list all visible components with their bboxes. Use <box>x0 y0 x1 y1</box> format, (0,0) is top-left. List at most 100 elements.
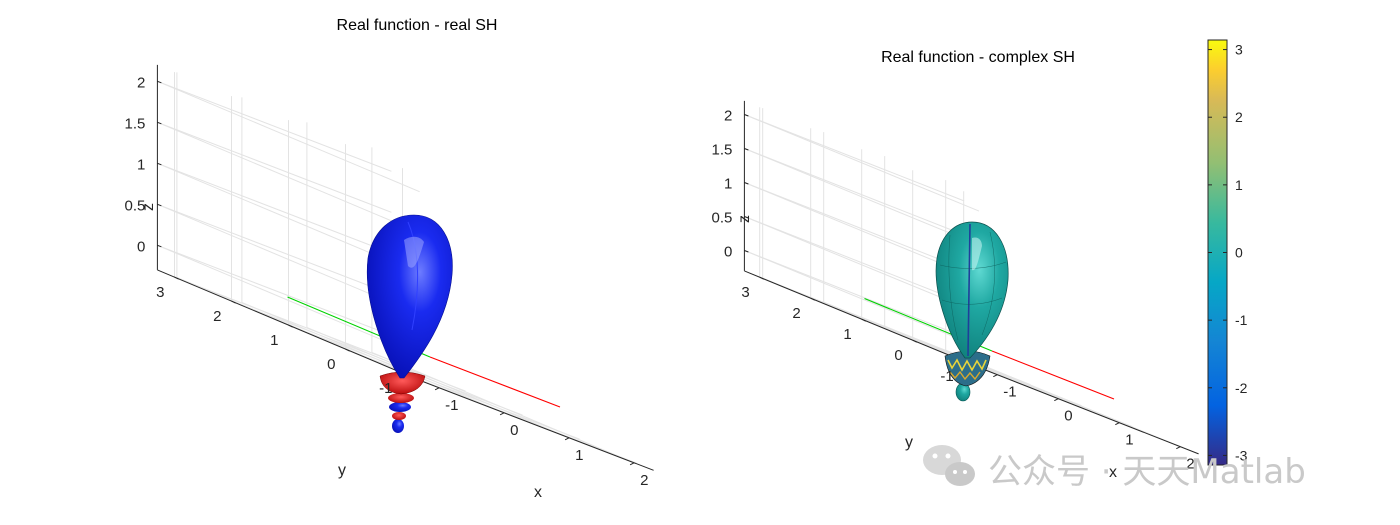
z-tick-label: 2 <box>724 108 732 125</box>
grid-line <box>744 250 965 338</box>
colorbar-tick-label: -2 <box>1235 380 1248 396</box>
z-tick <box>744 250 749 253</box>
grid-line <box>402 372 637 464</box>
watermark: 公众号 · 天天Matlab <box>923 445 1306 492</box>
x-tick-label: 0 <box>1064 408 1072 425</box>
grid-line <box>744 114 965 202</box>
grid-line <box>157 203 392 295</box>
grid-line <box>157 244 392 336</box>
colorbar-ticks: -3 -2 -1 0 1 2 3 <box>1208 42 1248 463</box>
sh-surface <box>366 214 453 433</box>
x-tick-label: 1 <box>1125 432 1133 449</box>
x-tick <box>499 412 505 416</box>
y-tick <box>810 297 815 301</box>
y-axis-label: y <box>905 434 913 451</box>
surface-meridian <box>407 221 419 331</box>
z-tick <box>744 216 749 219</box>
grid-line <box>157 121 420 234</box>
grid-line <box>744 114 980 212</box>
lower-blue-lobe-2 <box>389 402 411 412</box>
y-axis-line <box>157 269 420 381</box>
axis-lines <box>156 64 654 471</box>
y-tick-label: 0 <box>894 347 902 364</box>
y-tick <box>174 276 179 280</box>
y-tick <box>345 348 350 352</box>
z-tick-label: 0 <box>137 238 145 255</box>
z-tick-label: 1 <box>724 176 732 193</box>
z-tick <box>744 148 749 151</box>
lower-red-lobe-3 <box>392 412 406 420</box>
chart-title: Real function - complex SH <box>881 49 1075 66</box>
z-tick-label: 1 <box>137 156 145 173</box>
grid-line <box>157 162 392 254</box>
phase-ring-orange <box>949 370 981 381</box>
specular-highlight <box>404 236 424 268</box>
x-tick <box>1115 422 1120 426</box>
x-tick <box>629 462 635 466</box>
colorbar-tick-label: 0 <box>1235 245 1243 261</box>
z-tick <box>744 114 749 117</box>
surface-mesh <box>939 231 1007 341</box>
lower-red-lobe-1 <box>388 393 414 403</box>
colorbar: -3 -2 -1 0 1 2 3 <box>1207 39 1248 466</box>
y-axis-label: y <box>338 462 346 479</box>
z-tick-label: 0 <box>724 244 732 261</box>
x-axis-label: x <box>534 484 542 501</box>
phase-ring-yellow <box>947 358 987 372</box>
y-tick-label: 3 <box>741 284 749 301</box>
x-tick <box>1054 398 1059 402</box>
x-tick <box>1176 446 1181 450</box>
grid-line <box>810 297 1031 386</box>
x-tick-label: 0 <box>510 422 518 439</box>
x-tick-label: 2 <box>1186 456 1194 473</box>
x-axis-label: x <box>1109 464 1117 481</box>
colorbar-tick-label: -1 <box>1235 312 1248 328</box>
grid-line <box>744 182 965 270</box>
x-tick-label: -1 <box>445 397 458 414</box>
grid-line <box>744 148 980 246</box>
z-tick <box>157 80 162 84</box>
x-tick <box>564 437 570 441</box>
grid-line <box>744 250 980 348</box>
watermark-text: 公众号 · 天天Matlab <box>988 452 1306 492</box>
y-tick <box>759 276 764 280</box>
z-tick <box>157 162 162 166</box>
axes-complex-sh: Real function - complex SH 0 0.5 1 1.5 2 -1 0 1… <box>712 49 1199 481</box>
y-tick <box>912 339 917 343</box>
x-tick-label: 2 <box>640 472 648 489</box>
tick-labels: 0 0.5 1 1.5 2 -1 0 1 2 3 -1 0 1 2 <box>712 108 1195 473</box>
y-tick <box>231 300 236 304</box>
lower-blue-lobe-4 <box>392 419 404 433</box>
y-tick-label: -1 <box>940 368 953 385</box>
z-axis-label: z <box>736 215 753 223</box>
z-tick-label: 0.5 <box>712 210 733 227</box>
y-tick-label: 2 <box>792 305 800 322</box>
z-tick <box>157 121 162 125</box>
y-tick-label: -1 <box>379 380 392 397</box>
z-tick <box>157 203 162 207</box>
z-tick-label: 2 <box>137 74 145 91</box>
x-tick-label: -1 <box>1003 384 1016 401</box>
grid-line <box>744 216 965 304</box>
y-tick-label: 0 <box>327 356 335 373</box>
wechat-icon <box>923 445 975 486</box>
x-tick-label: 1 <box>575 447 583 464</box>
surface-meridian <box>967 223 971 357</box>
colorbar-tick-label: -3 <box>1235 447 1248 463</box>
reference-line-x <box>429 356 561 408</box>
z-axis-label: z <box>140 203 157 211</box>
grid-line <box>174 276 409 368</box>
colorbar-tick-label: 3 <box>1235 42 1243 58</box>
y-tick-label: 1 <box>270 332 278 349</box>
main-blue-lobe <box>366 214 453 379</box>
y-tick-label: 1 <box>843 326 851 343</box>
axes-real-sh: Real function - real SH 0 0.5 1 1.5 2 -1 0 1 2 3 -… <box>125 17 654 501</box>
grid-line <box>231 300 466 392</box>
tick-labels: 0 0.5 1 1.5 2 -1 0 1 2 3 -1 0 1 2 <box>125 74 649 489</box>
x-tick <box>993 374 998 378</box>
grid-line <box>157 244 420 357</box>
grid-line <box>157 80 420 193</box>
z-tick-label: 0.5 <box>125 197 146 214</box>
x-tick <box>434 387 440 391</box>
